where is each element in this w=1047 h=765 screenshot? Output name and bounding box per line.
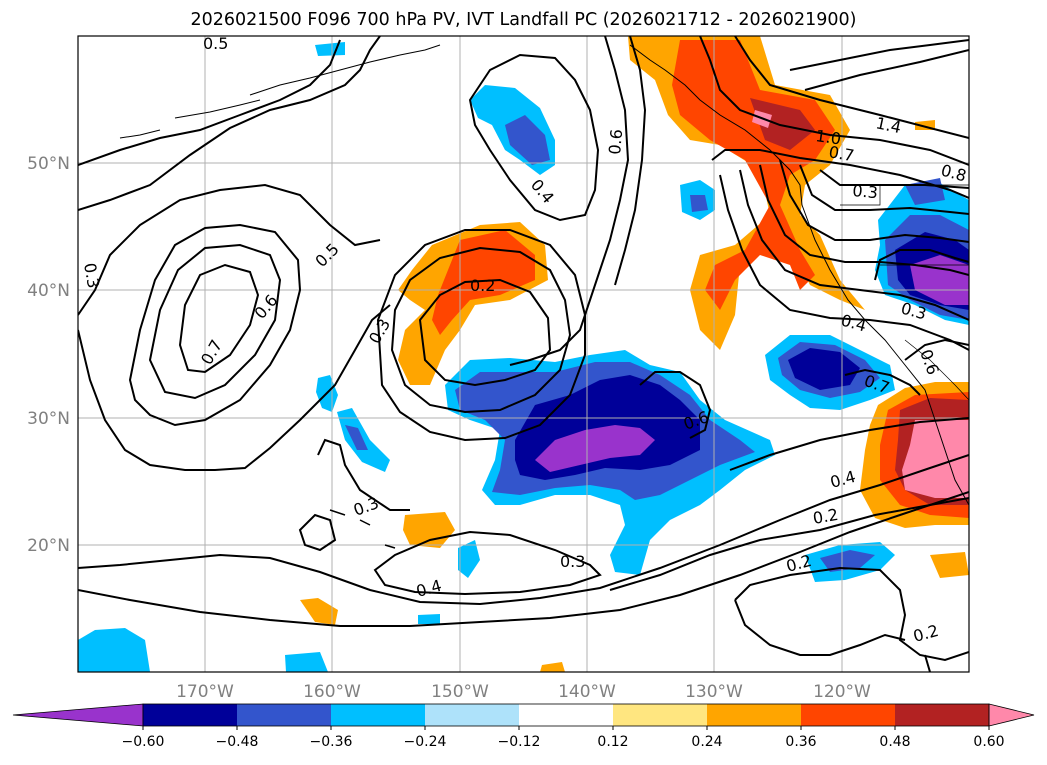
colorbar-tick-label: −0.12 bbox=[498, 734, 541, 750]
lon-label: 150°W bbox=[431, 682, 489, 702]
lat-label: 50°N bbox=[27, 154, 70, 174]
contour-label: 0.7 bbox=[827, 142, 855, 165]
contour-label: 0.6 bbox=[251, 291, 282, 323]
lat-label: 40°N bbox=[27, 281, 70, 301]
colorbar-segment bbox=[801, 704, 896, 726]
contour-label: 0.5 bbox=[203, 34, 228, 53]
colorbar-segment bbox=[613, 704, 708, 726]
coastlines bbox=[119, 44, 969, 549]
negative-anomaly-purple bbox=[535, 425, 655, 472]
positive-anomaly-red bbox=[432, 230, 535, 335]
colorbar-tick-label: −0.60 bbox=[122, 734, 165, 750]
colorbar-segment bbox=[425, 704, 520, 726]
graticule bbox=[78, 36, 969, 672]
contour-label: 1.4 bbox=[874, 113, 903, 137]
contour-labels: 0.5 0.4 0.6 1.4 1.0 0.7 0.8 0.3 0.3 0.5 … bbox=[80, 34, 968, 646]
colorbar-tick-label: 0.36 bbox=[785, 734, 816, 750]
colorbar-segment bbox=[331, 704, 426, 726]
positive-anomaly-orange bbox=[930, 552, 969, 578]
contour-label: 0.4 bbox=[527, 175, 558, 207]
contour-label: 0.2 bbox=[811, 505, 839, 528]
colorbar-segment bbox=[143, 704, 238, 726]
negative-anomaly-lightblue bbox=[78, 628, 150, 672]
colorbar-tick-label: 0.60 bbox=[973, 734, 1004, 750]
positive-anomaly-orange bbox=[403, 512, 455, 548]
contour-label: 0.4 bbox=[839, 311, 869, 336]
colorbar-tick-label: −0.24 bbox=[404, 734, 447, 750]
colorbar-frame bbox=[142, 703, 990, 727]
contour-label: 1.0 bbox=[814, 126, 842, 148]
lon-label: 170°W bbox=[176, 682, 234, 702]
colorbar: −0.60 −0.48 −0.36 −0.24 −0.12 0.12 0.24 0.36 0.4… bbox=[12, 703, 1035, 750]
contour-label: 0.3 bbox=[560, 552, 585, 571]
contour-label: 0.7 bbox=[197, 336, 226, 368]
lon-label: 130°W bbox=[685, 682, 743, 702]
contour-label: 0.6 bbox=[605, 128, 626, 155]
contour-label: 0.8 bbox=[939, 161, 969, 186]
negative-anomaly-midblue bbox=[820, 550, 875, 572]
contour-label: 0.3 bbox=[852, 181, 879, 202]
colorbar-segment bbox=[237, 704, 332, 726]
negative-anomaly-lightblue bbox=[337, 408, 390, 472]
negative-anomaly-lightblue bbox=[315, 42, 345, 56]
contour-label: 0.3 bbox=[351, 493, 381, 520]
contour-label: 0.5 bbox=[311, 239, 342, 270]
colorbar-tick-label: 0.48 bbox=[879, 734, 910, 750]
lon-label: 120°W bbox=[813, 682, 871, 702]
contour-label: 0.4 bbox=[414, 576, 444, 601]
colorbar-tick-label: 0.24 bbox=[691, 734, 722, 750]
lon-label: 140°W bbox=[558, 682, 616, 702]
colorbar-segment bbox=[895, 704, 990, 726]
map-title: 2026021500 F096 700 hPa PV, IVT Landfall… bbox=[190, 10, 857, 30]
latitude-labels: 50°N 40°N 30°N 20°N bbox=[27, 154, 70, 556]
longitude-labels: 170°W 160°W 150°W 140°W 130°W 120°W bbox=[176, 682, 871, 702]
colorbar-extend-low bbox=[12, 703, 144, 727]
contour-label: 0.3 bbox=[365, 315, 394, 347]
negative-anomaly-lightblue bbox=[285, 652, 328, 672]
negative-anomaly-lightblue bbox=[458, 540, 480, 578]
lon-label: 160°W bbox=[303, 682, 361, 702]
lat-label: 20°N bbox=[27, 536, 70, 556]
colorbar-tick-label: −0.48 bbox=[216, 734, 259, 750]
contour-label: 0.2 bbox=[470, 276, 495, 295]
map-frame bbox=[77, 35, 970, 673]
positive-anomaly-orange bbox=[300, 598, 338, 625]
positive-anomaly-darkred bbox=[750, 98, 815, 150]
colorbar-segment bbox=[519, 704, 614, 726]
positive-anomaly-pink bbox=[902, 420, 969, 498]
pv-contours bbox=[78, 36, 969, 672]
colorbar-tick-label: 0.12 bbox=[597, 734, 628, 750]
contour-label: 0.2 bbox=[911, 621, 941, 646]
contour-label: 0.4 bbox=[828, 467, 858, 492]
colorbar-tick-label: −0.36 bbox=[310, 734, 353, 750]
lat-label: 30°N bbox=[27, 409, 70, 429]
negative-anomaly-purple bbox=[910, 255, 969, 305]
colorbar-extend-high bbox=[988, 703, 1035, 727]
negative-anomaly-midblue bbox=[505, 115, 550, 165]
positive-anomaly-orange bbox=[540, 662, 565, 672]
negative-anomaly-midblue bbox=[345, 425, 368, 450]
contour-label: 0.3 bbox=[80, 261, 103, 289]
colorbar-segment bbox=[707, 704, 802, 726]
negative-anomaly-midblue bbox=[690, 195, 708, 212]
contour-label: 0.6 bbox=[916, 347, 943, 377]
negative-anomaly-lightblue bbox=[418, 614, 440, 624]
